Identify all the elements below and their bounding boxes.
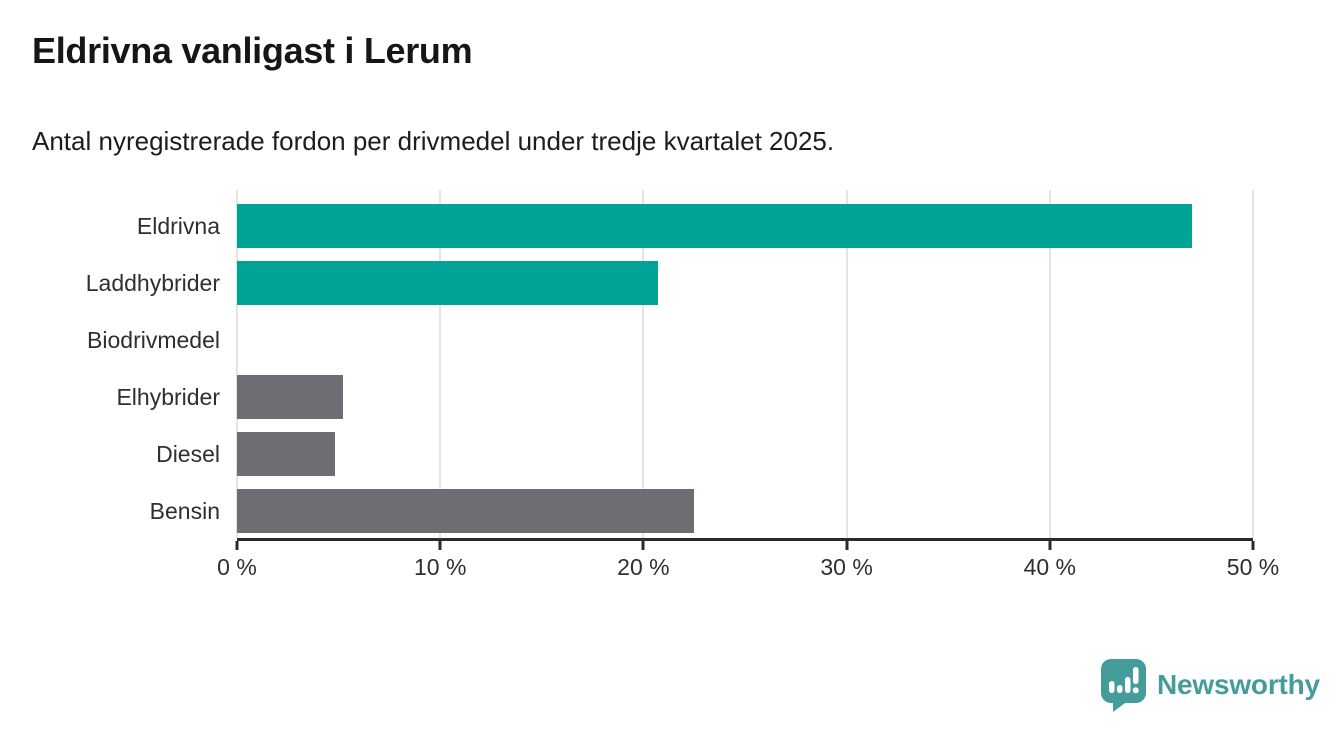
category-label: Eldrivna (136, 213, 220, 239)
axis-tick (641, 541, 645, 550)
x-tick-label: 30 % (820, 554, 873, 580)
gridline (1048, 190, 1051, 538)
gridline (845, 190, 848, 538)
axis-tick (438, 541, 442, 550)
bar-bensin (237, 489, 695, 533)
x-tick-label: 20 % (617, 554, 670, 580)
chart-subtitle: Antal nyregistrerade fordon per drivmede… (32, 126, 835, 156)
category-label: Bensin (149, 498, 220, 524)
gridline (236, 190, 238, 538)
x-tick-label: 0 % (217, 554, 257, 580)
category-labels: Eldrivna Laddhybrider Biodrivmedel Elhybrid… (0, 190, 220, 538)
x-tick-label: 40 % (1023, 554, 1077, 580)
x-tick-labels: 0 % 10 % 20 % 30 % 40 % 50 % (217, 554, 1279, 586)
axis-tick (1048, 541, 1052, 550)
category-label: Biodrivmedel (87, 327, 220, 353)
bar-eldrivna (237, 204, 1193, 248)
newsworthy-logo[interactable]: Newsworthy (1100, 658, 1320, 712)
x-tick-label: 10 % (413, 554, 467, 580)
gridline (642, 190, 645, 538)
gridline (1252, 190, 1254, 538)
category-label: Laddhybrider (85, 270, 220, 296)
category-label: Diesel (156, 441, 220, 467)
category-label: Elhybrider (116, 384, 220, 410)
newsworthy-logo-text: Newsworthy (1157, 669, 1320, 700)
axis-tick (235, 541, 239, 550)
chart-title: Eldrivna vanligast i Lerum (32, 30, 473, 71)
newsworthy-bubble-chart-icon (1101, 659, 1146, 712)
bar-diesel (237, 432, 335, 476)
axis-tick (845, 541, 849, 550)
bar-elhybrider (237, 375, 343, 419)
axis-tick (1251, 541, 1255, 550)
bar-laddhybrider (237, 261, 658, 305)
x-tick-label: 50 % (1226, 554, 1280, 580)
gridline (439, 190, 442, 538)
plot-area (235, 190, 1255, 550)
